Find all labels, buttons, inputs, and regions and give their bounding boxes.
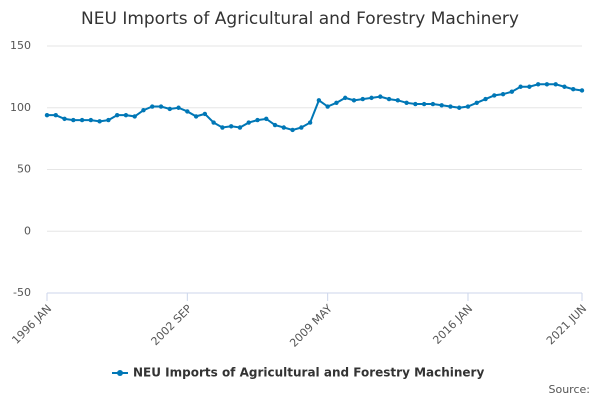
point bbox=[571, 87, 576, 92]
point bbox=[404, 100, 409, 106]
point bbox=[474, 100, 479, 106]
y-tick-label: 50 bbox=[17, 163, 31, 176]
point bbox=[439, 103, 444, 108]
point bbox=[97, 119, 102, 124]
point bbox=[334, 100, 339, 106]
x-tick-label: 1996 JAN bbox=[9, 302, 54, 347]
x-tick-label: 2021 JUN bbox=[544, 302, 589, 347]
point bbox=[299, 125, 304, 130]
point bbox=[535, 82, 541, 87]
point bbox=[88, 117, 94, 123]
point bbox=[386, 96, 392, 102]
point bbox=[430, 101, 436, 107]
point bbox=[79, 117, 85, 123]
point bbox=[211, 120, 216, 125]
point bbox=[272, 122, 278, 128]
point bbox=[483, 96, 488, 102]
point bbox=[228, 124, 234, 129]
point bbox=[421, 101, 427, 107]
point bbox=[527, 84, 532, 89]
legend-marker bbox=[117, 370, 123, 376]
point bbox=[579, 88, 585, 93]
point bbox=[62, 116, 67, 122]
y-tick-label: -50 bbox=[13, 286, 31, 299]
point bbox=[246, 120, 251, 125]
point bbox=[395, 98, 401, 103]
point bbox=[193, 114, 199, 119]
point bbox=[53, 112, 58, 118]
point bbox=[255, 117, 260, 123]
point bbox=[518, 84, 523, 89]
point bbox=[141, 108, 146, 113]
point bbox=[553, 82, 558, 87]
point bbox=[457, 105, 462, 110]
point bbox=[71, 117, 76, 123]
point bbox=[369, 95, 374, 101]
x-tick-label: 2009 MAY bbox=[287, 302, 335, 350]
point bbox=[290, 127, 295, 133]
point bbox=[448, 104, 453, 109]
point bbox=[220, 125, 225, 130]
point bbox=[150, 104, 155, 109]
point bbox=[176, 105, 181, 110]
point bbox=[106, 117, 111, 123]
y-tick-label: 0 bbox=[24, 224, 31, 237]
point bbox=[378, 94, 383, 99]
chart-title: NEU Imports of Agricultural and Forestry… bbox=[81, 9, 519, 29]
point bbox=[509, 89, 515, 94]
point bbox=[44, 112, 50, 118]
point bbox=[360, 96, 365, 102]
point bbox=[167, 106, 172, 112]
point bbox=[562, 84, 567, 89]
point bbox=[158, 104, 164, 109]
point bbox=[325, 104, 330, 109]
point bbox=[185, 109, 190, 114]
point bbox=[351, 98, 357, 103]
point bbox=[413, 101, 418, 107]
point bbox=[264, 116, 269, 122]
x-tick-label: 2002 SEP bbox=[149, 302, 195, 348]
point bbox=[465, 104, 471, 109]
point bbox=[500, 91, 506, 97]
y-tick-label: 100 bbox=[10, 101, 31, 114]
point bbox=[281, 125, 287, 130]
point bbox=[132, 114, 137, 119]
y-tick-label: 150 bbox=[10, 39, 31, 52]
point bbox=[237, 125, 243, 130]
point bbox=[342, 95, 348, 101]
point bbox=[492, 93, 497, 98]
point bbox=[544, 82, 550, 87]
point bbox=[307, 120, 313, 125]
series-line bbox=[47, 83, 583, 132]
legend-label: NEU Imports of Agricultural and Forestry… bbox=[133, 366, 484, 380]
point bbox=[114, 112, 120, 118]
point bbox=[123, 112, 129, 118]
source: Source: bbox=[549, 383, 591, 396]
point bbox=[202, 111, 208, 117]
x-tick-label: 2016 JAN bbox=[430, 302, 475, 347]
point bbox=[316, 98, 322, 103]
